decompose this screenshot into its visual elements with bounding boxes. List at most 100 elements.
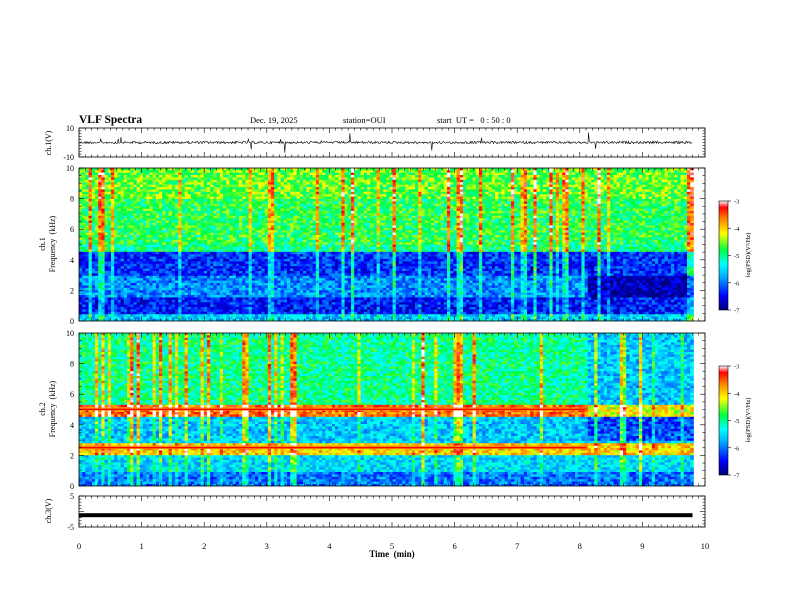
spectrogram-cell xyxy=(415,282,419,286)
spectrogram-cell xyxy=(155,265,160,269)
spectrogram-cell xyxy=(533,282,537,286)
spectrogram-cell xyxy=(255,268,259,271)
spectrogram-cell xyxy=(571,294,576,298)
spectrogram-cell xyxy=(104,304,109,307)
spectrogram-cell xyxy=(139,282,144,286)
spectrogram-cell xyxy=(491,273,496,276)
spectrogram-cell xyxy=(424,316,429,319)
spectrogram-cell xyxy=(85,280,89,283)
spectrogram-cell xyxy=(514,285,518,288)
spectrogram-cell xyxy=(530,311,534,315)
spectrogram-cell xyxy=(555,292,560,295)
spectrogram-cell xyxy=(395,313,400,317)
spectrogram-cell xyxy=(456,297,461,300)
spectrogram-cell xyxy=(303,263,307,267)
spectrogram-cell xyxy=(603,311,608,315)
spectrogram-cell xyxy=(107,301,112,305)
spectrogram-cell xyxy=(267,277,272,281)
spectrogram-cell xyxy=(395,265,400,269)
spectrogram-cell xyxy=(197,263,201,267)
spectrogram-cell xyxy=(239,297,243,300)
spectrogram-cell xyxy=(437,285,441,288)
spectrogram-cell xyxy=(479,285,483,288)
spectrogram-cell xyxy=(440,268,445,271)
spectrogram-cell xyxy=(581,280,585,283)
spectrogram-cell xyxy=(127,261,131,264)
spectrogram-cell xyxy=(683,282,688,286)
spectrogram-cell xyxy=(312,263,317,267)
spectrogram-cell xyxy=(600,268,605,271)
spectrogram-cell xyxy=(101,265,105,269)
spectrogram-cell xyxy=(331,318,336,321)
spectrogram-cell xyxy=(242,263,246,267)
spectrogram-cell xyxy=(303,301,307,305)
spectrogram-cell xyxy=(565,299,569,303)
spectrogram-cell xyxy=(469,306,473,310)
spectrogram-cell xyxy=(379,265,384,269)
spectrogram-cell xyxy=(683,297,688,300)
spectrogram-cell xyxy=(280,306,285,310)
spectrogram-cell xyxy=(431,309,435,312)
spectrogram-cell xyxy=(447,268,451,271)
spectrogram-cell xyxy=(267,294,272,298)
spectrogram-cell xyxy=(159,275,163,279)
spectrogram-cell xyxy=(168,277,173,281)
spectrogram-cell xyxy=(594,277,598,281)
spectrogram-cell xyxy=(114,292,118,295)
spectrogram-cell xyxy=(485,287,489,291)
spectrogram-cell xyxy=(523,311,528,315)
spectrogram-cell xyxy=(264,304,269,307)
spectrogram-cell xyxy=(197,294,201,298)
spectrogram-cell xyxy=(648,292,653,295)
spectrogram-cell xyxy=(482,277,486,281)
spectrogram-cell xyxy=(261,301,265,305)
spectrogram-cell xyxy=(520,289,525,293)
spectrogram-cell xyxy=(610,277,614,281)
spectrogram-cell xyxy=(399,282,403,286)
spectrogram-cell xyxy=(421,292,425,295)
spectrogram-cell xyxy=(482,285,486,288)
spectrogram-cell xyxy=(395,316,400,319)
spectrogram-cell xyxy=(235,318,240,321)
spectrogram-cell xyxy=(171,261,176,264)
spectrogram-cell xyxy=(271,263,275,267)
spectrogram-cell xyxy=(565,275,569,279)
spectrogram-cell xyxy=(296,297,301,300)
spectrogram-cell xyxy=(607,304,611,307)
spectrogram-cell xyxy=(434,316,438,319)
spectrogram-cell xyxy=(261,304,265,307)
spectrogram-cell xyxy=(386,299,390,303)
spectrogram-cell xyxy=(203,280,208,283)
spectrogram-cell xyxy=(248,265,253,269)
spectrogram-cell xyxy=(360,294,365,298)
spectrogram-cell xyxy=(255,309,259,312)
spectrogram-cell xyxy=(232,287,237,291)
spectrogram-cell xyxy=(162,304,166,307)
spectrogram-cell xyxy=(293,277,297,281)
spectrogram-cell xyxy=(619,275,624,279)
spectrogram-cell xyxy=(427,309,432,312)
spectrogram-cell xyxy=(239,299,243,303)
spectrogram-cell xyxy=(594,316,598,319)
spectrogram-cell xyxy=(594,299,598,303)
spectrogram-cell xyxy=(213,282,217,286)
spectrogram-cell xyxy=(95,304,99,307)
spectrogram-cell xyxy=(354,265,358,269)
spectrogram-cell xyxy=(229,309,233,312)
spectrogram-cell xyxy=(552,309,557,312)
spectrogram-cell xyxy=(111,313,115,317)
spectrogram-cell xyxy=(642,265,646,269)
spectrogram-cell xyxy=(296,273,301,276)
spectrogram-cell xyxy=(319,263,323,267)
spectrogram-cell xyxy=(629,306,633,310)
spectrogram-cell xyxy=(207,301,211,305)
spectrogram-cell xyxy=(651,297,656,300)
spectrogram-cell xyxy=(651,299,656,303)
spectrogram-cell xyxy=(274,309,278,312)
spectrogram-cell xyxy=(578,268,582,271)
spectrogram-cell xyxy=(479,268,483,271)
spectrogram-cell xyxy=(309,316,313,319)
spectrogram-cell xyxy=(274,289,278,293)
spectrogram-cell xyxy=(248,263,253,267)
spectrogram-cell xyxy=(255,289,259,293)
